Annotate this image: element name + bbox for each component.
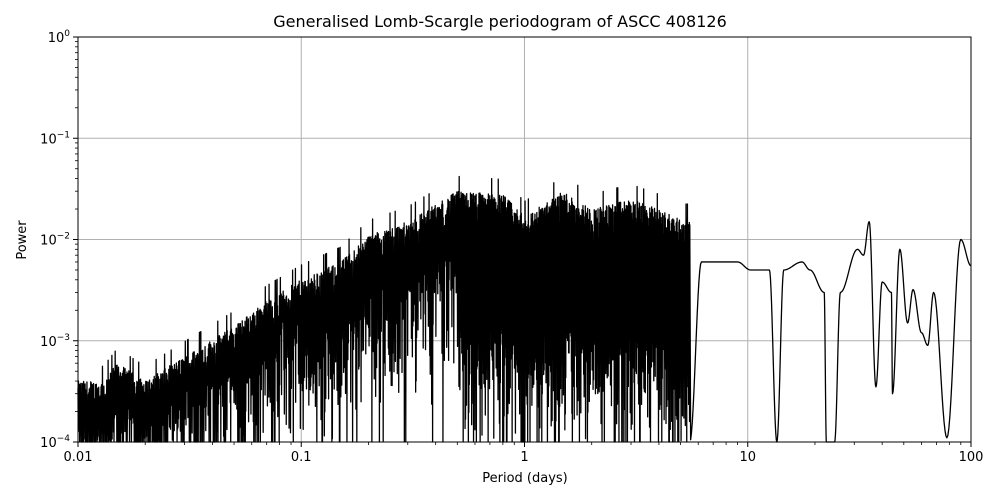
y-axis-label: Power — [15, 220, 30, 260]
x-tick-label: 10 — [739, 450, 756, 465]
x-tick-label: 1 — [520, 450, 528, 465]
x-tick-label: 0.01 — [64, 450, 93, 465]
chart-title: Generalised Lomb-Scargle periodogram of … — [273, 12, 727, 31]
axis-ticks — [73, 36, 972, 447]
y-tick-label: 10−3 — [40, 333, 70, 350]
y-tick-labels: 100 10−1 10−2 10−3 10−4 — [40, 29, 70, 451]
x-tick-labels: 0.01 0.1 1 10 100 — [64, 450, 984, 465]
y-tick-label: 10−1 — [40, 130, 70, 147]
y-tick-label: 10−2 — [40, 232, 70, 249]
periodogram-line — [77, 175, 972, 443]
x-tick-label: 100 — [959, 450, 984, 465]
x-axis-label: Period (days) — [482, 471, 568, 486]
y-tick-label: 10−4 — [40, 434, 70, 451]
x-tick-label: 0.1 — [291, 450, 312, 465]
y-tick-label: 100 — [48, 29, 71, 46]
